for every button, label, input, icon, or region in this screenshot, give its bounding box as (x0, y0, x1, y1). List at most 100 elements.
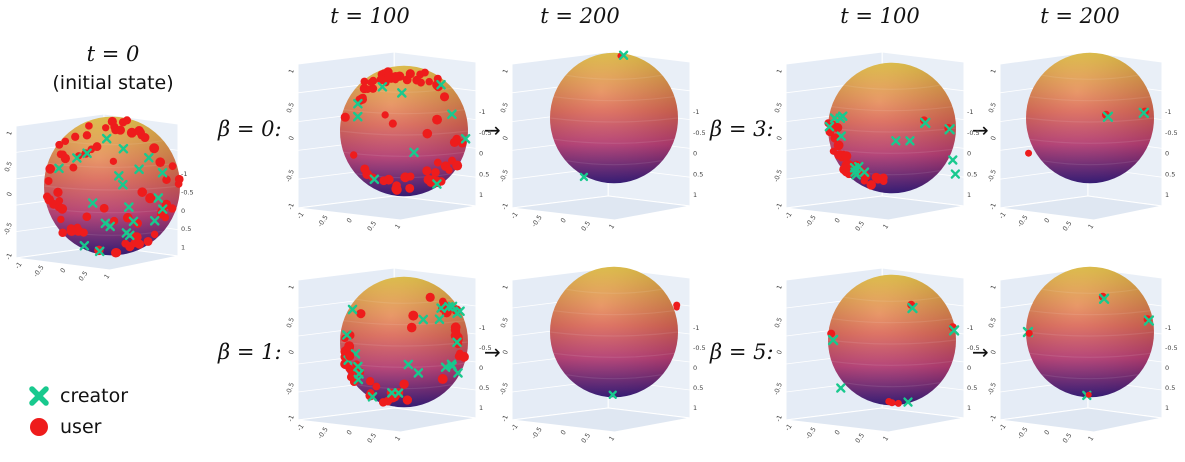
user-marker (55, 140, 64, 149)
user-marker (349, 377, 359, 387)
tick-label-z: -1 (500, 202, 510, 211)
tick-label-x: 0.5 (366, 220, 378, 233)
user-marker (399, 379, 409, 389)
row-label-beta3: β = 3: (710, 117, 774, 141)
t0-subtitle: (initial state) (52, 72, 174, 94)
tick-label-x: -0.5 (1016, 214, 1030, 229)
sphere-band (343, 109, 465, 115)
creator-marker (824, 121, 835, 132)
tick-label-z: -0.5 (498, 381, 510, 396)
user-marker (92, 142, 102, 151)
creator-marker (447, 109, 457, 120)
user-marker (345, 351, 355, 361)
tick-label-y: 0.5 (479, 170, 489, 178)
user-marker (379, 176, 389, 186)
tick-label-z: 0 (501, 349, 510, 356)
tick-label-z: 0 (989, 135, 998, 142)
sphere-band (831, 148, 953, 154)
sphere-band (831, 318, 953, 324)
tick-label-x: -0.5 (1016, 426, 1030, 441)
creator-marker (891, 136, 901, 146)
sphere-band (566, 160, 662, 166)
markers (824, 111, 961, 190)
user-marker (140, 133, 150, 143)
tick-label-y: 0.5 (479, 384, 489, 392)
user-marker (143, 236, 153, 246)
markers (340, 292, 469, 407)
tick-label-z: 1 (501, 68, 510, 75)
sphere-shading (550, 52, 678, 184)
tick-label-x: -0.5 (316, 214, 330, 229)
creator-marker (452, 308, 462, 319)
tick-label-y: 0 (693, 150, 697, 158)
user-marker (44, 194, 55, 205)
user-marker (1025, 329, 1033, 337)
sphere-band (844, 296, 940, 302)
user-marker (406, 322, 417, 333)
user-marker (391, 183, 402, 194)
creator-marker (447, 301, 458, 312)
user-marker (167, 204, 177, 213)
tick-label-x: 0 (59, 267, 68, 275)
tick-label-y: 1 (967, 404, 971, 412)
row-label-beta5: β = 5: (710, 340, 774, 364)
tick-label-z: 1 (287, 68, 296, 75)
sphere-band (553, 96, 675, 102)
sphere-band (1042, 74, 1138, 80)
user-marker (82, 131, 92, 140)
tick-label-y: 1 (1165, 404, 1169, 412)
creator-marker (153, 193, 164, 203)
sphere-band (566, 374, 662, 380)
user-marker (109, 157, 118, 165)
tick-label-z: 0.5 (773, 316, 784, 328)
tick-label-x: 0 (1043, 429, 1052, 437)
sphere-band (549, 117, 679, 123)
creator-marker (837, 111, 848, 122)
tick-label-x: 0 (559, 217, 568, 225)
tick-label-y: 0.5 (693, 384, 703, 392)
user-marker (433, 158, 442, 167)
user-marker (408, 310, 419, 321)
sphere-band (553, 138, 675, 144)
tick-label-x: 0.5 (77, 270, 89, 283)
tick-label-y: 1 (693, 404, 697, 412)
tick-label-z: 0 (775, 349, 784, 356)
sphere-band (1042, 374, 1138, 380)
tick-label-z: -1 (4, 252, 14, 261)
creator-marker (827, 334, 839, 346)
sphere-band (831, 106, 953, 112)
creator-marker (118, 143, 129, 154)
creator-marker (114, 171, 124, 181)
tick-label-y: -1 (479, 324, 485, 332)
user-marker (384, 71, 395, 82)
tick-label-x: -0.5 (804, 426, 818, 441)
tick-label-z: 0 (989, 349, 998, 356)
tick-label-x: 0.5 (854, 432, 866, 445)
user-marker (79, 228, 88, 237)
user-marker (82, 212, 92, 222)
creator-marker (418, 314, 429, 325)
user-marker (69, 163, 78, 172)
sphere-band (1029, 138, 1151, 144)
creator-marker (82, 148, 92, 159)
user-marker (431, 168, 440, 177)
tick-label-y: -1 (693, 324, 699, 332)
tick-label-y: 0.5 (967, 170, 977, 178)
tick-label-x: 0.5 (580, 220, 592, 233)
tick-label-x: 1 (1087, 223, 1096, 231)
user-marker (412, 75, 422, 85)
user-marker (121, 239, 130, 248)
creator-marker (413, 368, 424, 378)
creator-marker (94, 246, 105, 257)
user-marker (341, 360, 350, 370)
tick-label-z: -0.5 (986, 168, 998, 183)
tick-label-y: 1 (967, 191, 971, 199)
sphere-shading (1026, 52, 1154, 184)
sphere-band (1029, 96, 1151, 102)
creator-marker (618, 50, 629, 60)
user-dot-icon (30, 418, 48, 436)
tick-label-y: -1 (967, 324, 973, 332)
tick-label-x: 1 (1087, 435, 1096, 443)
